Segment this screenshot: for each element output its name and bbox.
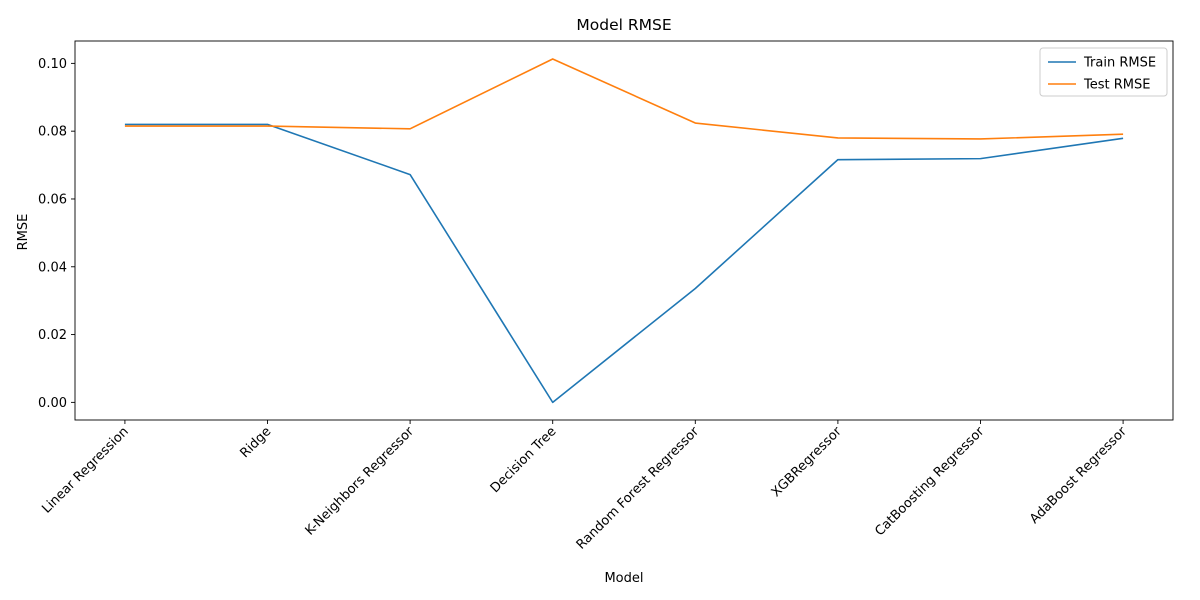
series-line-test-rmse — [124, 58, 1124, 140]
x-axis-title: Model — [604, 571, 643, 586]
y-tick-label: 0.00 — [38, 396, 67, 411]
chart-title: Model RMSE — [576, 16, 671, 34]
plot-frame — [74, 40, 1174, 421]
y-tick-label: 0.04 — [38, 260, 67, 275]
y-tick-label: 0.06 — [38, 192, 67, 207]
legend-label: Test RMSE — [1083, 78, 1150, 93]
y-tick-label: 0.08 — [38, 125, 67, 140]
legend-label: Train RMSE — [1083, 56, 1156, 71]
y-axis-title: RMSE — [16, 214, 31, 251]
y-tick-label: 0.02 — [38, 328, 67, 343]
legend: Train RMSE Test RMSE — [1039, 47, 1168, 97]
y-tick-label: 0.10 — [38, 57, 67, 72]
series-line-train-rmse — [124, 123, 1124, 404]
